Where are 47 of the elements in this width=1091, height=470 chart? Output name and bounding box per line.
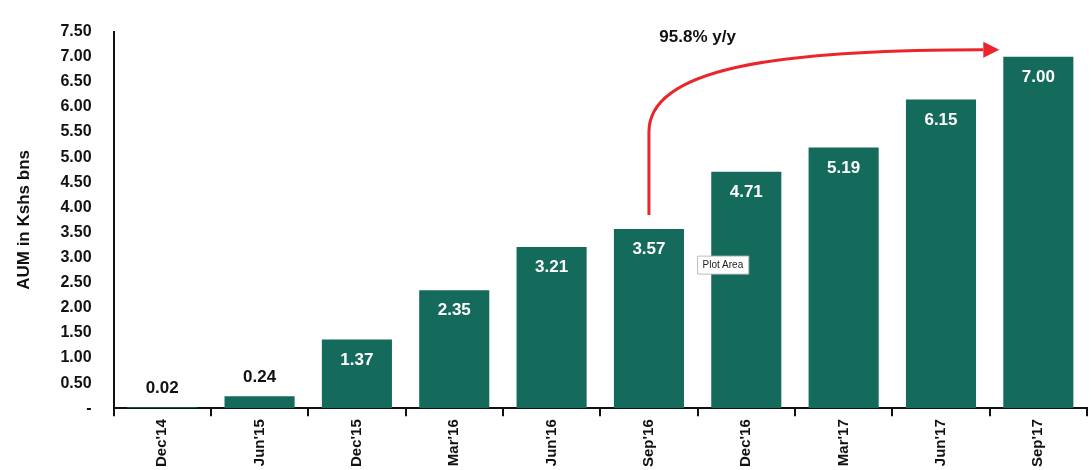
x-tick-label: Dec'14 bbox=[152, 418, 170, 468]
x-tick-label: Mar'17 bbox=[833, 419, 851, 467]
y-tick-label: 6.50 bbox=[60, 72, 92, 90]
y-axis-title: AUM in Kshs bns bbox=[13, 150, 33, 290]
data-label: 4.71 bbox=[729, 181, 763, 201]
bar bbox=[224, 396, 295, 409]
x-tick-label: Sep'16 bbox=[639, 419, 657, 467]
y-tick-label: 2.50 bbox=[60, 273, 92, 291]
bar bbox=[1003, 56, 1074, 409]
data-label: 3.57 bbox=[632, 239, 666, 259]
y-tick-label: 7.50 bbox=[60, 22, 92, 40]
y-tick-label: 7.00 bbox=[60, 47, 92, 65]
y-tick-label: - bbox=[86, 398, 92, 416]
data-label: 0.02 bbox=[145, 378, 179, 398]
x-tick-label: Mar'16 bbox=[444, 419, 462, 467]
x-tick-label: Jun'16 bbox=[541, 419, 559, 467]
y-tick-label: 1.00 bbox=[60, 348, 92, 366]
x-tick-label: Sep'17 bbox=[1028, 419, 1046, 467]
annotation: Plot Area bbox=[702, 258, 744, 270]
bar bbox=[321, 339, 392, 409]
bar bbox=[419, 290, 490, 409]
bar bbox=[808, 147, 879, 409]
data-label: 5.19 bbox=[827, 157, 861, 177]
bar bbox=[905, 99, 977, 409]
data-label: 2.35 bbox=[437, 300, 471, 320]
bar bbox=[613, 228, 684, 409]
x-tick-label: Dec'15 bbox=[347, 419, 365, 468]
y-tick-label: 4.00 bbox=[60, 197, 92, 215]
data-label: 6.15 bbox=[924, 109, 958, 129]
data-label: 3.21 bbox=[535, 257, 569, 277]
y-tick-label: 4.50 bbox=[60, 172, 92, 190]
data-label: 0.24 bbox=[243, 367, 277, 387]
x-tick-label: Jun'17 bbox=[931, 419, 949, 467]
data-label: 1.37 bbox=[340, 349, 374, 369]
data-label: 7.00 bbox=[1021, 66, 1055, 86]
y-tick-label: 5.00 bbox=[60, 147, 92, 165]
y-tick-label: 1.50 bbox=[60, 323, 92, 341]
y-tick-label: 3.50 bbox=[60, 222, 92, 240]
y-tick-label: 3.00 bbox=[60, 247, 92, 265]
y-tick-label: 2.00 bbox=[60, 298, 92, 316]
x-tick-label: Jun'15 bbox=[249, 419, 267, 467]
y-tick-label: 6.00 bbox=[60, 97, 92, 115]
bar bbox=[516, 247, 587, 409]
x-tick-label: Dec'16 bbox=[736, 419, 754, 468]
y-tick-label: 0.50 bbox=[60, 373, 92, 391]
annotation: 95.8% y/y bbox=[659, 27, 737, 47]
y-tick-label: 5.50 bbox=[60, 122, 92, 140]
